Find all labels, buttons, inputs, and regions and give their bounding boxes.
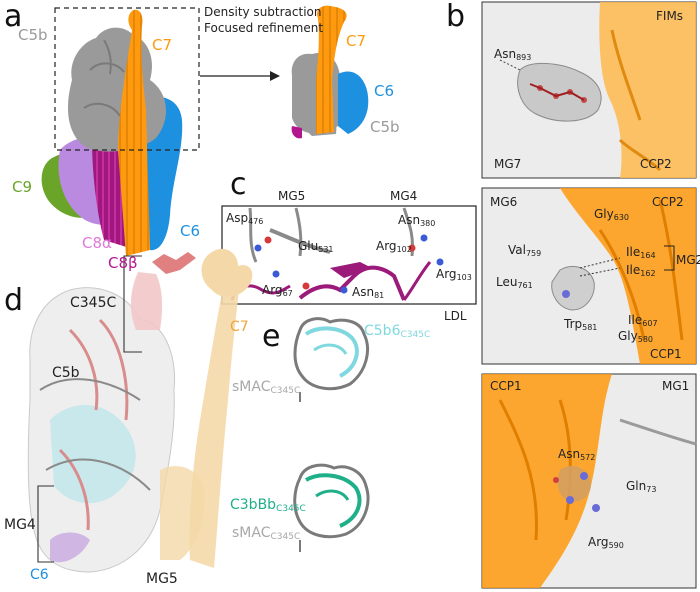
c-label-asn380: Asn380 [398,213,436,228]
b1-label-fims: FIMs [656,9,684,23]
c-label-mg4: MG4 [390,189,418,203]
label-c7: C7 [152,36,173,54]
b3-label-arg590: Arg590 [588,535,624,550]
c-label-arg67: Arg67 [262,283,293,298]
panel-letter-a: a [4,0,23,34]
panel-a-refined-map [291,5,369,139]
b3-label-gln73: Gln73 [626,479,657,494]
panel-letter-e: e [262,319,281,354]
result-label-c5b: C5b [370,118,400,136]
label-c6: C6 [180,222,201,240]
b2-label-ile164: Ile164 [626,245,656,260]
panel-d-structure [27,248,253,573]
panel-a-complex [41,7,200,256]
panel-b-subpanel-3 [481,373,697,589]
d-label-mg5: MG5 [146,571,178,587]
c7-density [118,9,150,256]
result-label-c7: C7 [346,32,367,50]
panel-b-subpanel-1 [481,1,697,179]
d-label-c5b: C5b [52,365,80,381]
c-label-mg5: MG5 [278,189,306,203]
b3-label-ccp1: CCP1 [490,379,522,393]
c-label-glu531: Glu531 [298,239,334,254]
label-c8a: C8α [82,234,112,252]
d-label-c6: C6 [30,567,49,583]
b2-label-ile607: Ile607 [628,313,658,328]
b1-label-asn: Asn893 [494,47,532,62]
c-label-arg103: Arg103 [436,267,472,282]
c-label-ldl: LDL [444,309,467,323]
e-label-c3bbb: C3bBbC345C [230,497,306,514]
d-label-c7: C7 [230,319,249,335]
panel-e-bottom-overlay [293,463,370,552]
b3-label-mg1: MG1 [662,379,690,393]
bracket-c345c [123,255,142,353]
process-note-line1: Density subtraction [204,5,322,19]
panel-letter-d: d [4,283,24,318]
c-label-asn81: Asn81 [352,285,385,300]
c-label-arg102: Arg102 [376,239,412,254]
panel-c-structure [221,205,477,305]
e-label-c5b6: C5b6C345C [364,323,431,340]
panel-b-subpanel-2 [481,187,697,365]
bracket-mg4 [37,485,54,563]
e-label-smac-bottom: sMACC345C [232,525,301,542]
d-label-mg4: MG4 [4,517,36,533]
b2-label-leu: Leu761 [496,275,533,290]
label-c9: C9 [12,178,33,196]
panel-e-top-overlay [293,317,369,402]
b3-label-asn572: Asn572 [558,447,596,462]
b2-label-ccp2: CCP2 [652,195,684,209]
panel-letter-c: c [230,167,247,202]
b2-label-mg6: MG6 [490,195,518,209]
selection-box [54,7,200,151]
b2-label-ile162: Ile162 [626,263,656,278]
b1-label-ccp2: CCP2 [640,157,672,171]
label-c8b: C8β [108,254,138,272]
label-c5b: C5b [18,26,48,44]
b2-label-mg2: MG2 [676,253,700,267]
panel-letter-b: b [446,0,466,34]
b2-label-gly630: Gly630 [594,207,630,222]
b2-label-trp: Trp581 [564,317,598,332]
b1-label-mg7: MG7 [494,157,522,171]
b2-label-ccp1: CCP1 [650,347,682,361]
c-label-asp476: Asp476 [226,211,264,226]
e-label-smac-top: sMACC345C [232,379,301,396]
d-label-c345c: C345C [70,295,117,311]
result-label-c6: C6 [374,82,395,100]
process-note-line2: Focused refinement [204,21,324,35]
process-arrow [200,71,280,81]
b2-label-val: Val759 [508,243,542,258]
b2-label-gly580: Gly580 [618,329,654,344]
